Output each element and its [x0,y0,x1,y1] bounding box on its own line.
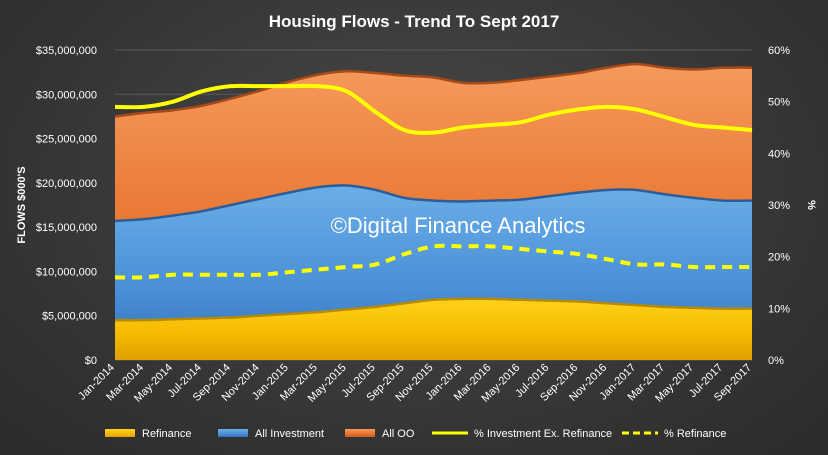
y-tick-label: $25,000,000 [36,134,97,146]
legend: Refinance All Investment All OO % Investmen… [105,428,726,440]
y2-tick-label: 30% [768,200,790,212]
y2-tick-label: 40% [768,148,790,160]
x-axis-ticks: Jan-2014Mar-2014May-2014Jul-2014Sep-2014… [76,362,754,405]
y2-tick-label: 20% [768,252,790,264]
y-axis-right-ticks: 0% 10% 20% 30% 40% 50% 60% [768,45,790,367]
legend-swatch [105,429,135,437]
y-axis-left-ticks: $0 $5,000,000 $10,000,000 $15,000,000 $20,00… [36,45,97,367]
y2-tick-label: 10% [768,303,790,315]
percent-lines [114,83,753,280]
area-edge [114,297,753,322]
legend-label: All OO [382,428,415,440]
stacked-areas [114,62,753,361]
area-refinance [115,298,752,360]
y-axis-label: FLOWS $000'S [16,166,28,243]
legend-label: % Investment Ex. Refinance [474,428,612,440]
legend-label: % Refinance [664,428,726,440]
legend-swatch [345,429,375,437]
y-tick-label: $30,000,000 [36,89,97,101]
y2-tick-label: 50% [768,97,790,109]
y-tick-label: $10,000,000 [36,266,97,278]
legend-swatch [218,429,248,437]
line-refinance [114,243,752,280]
line-investment-ex-refinance [114,83,753,135]
y2-axis-label: % [805,200,817,210]
legend-label: Refinance [142,428,192,440]
area-edge [114,62,753,118]
y-tick-label: $20,000,000 [36,178,97,190]
area-edge [114,184,753,223]
y2-tick-label: 60% [768,45,790,57]
y-tick-label: $5,000,000 [42,311,97,323]
chart-title: Housing Flows - Trend To Sept 2017 [269,12,560,31]
y-tick-label: $35,000,000 [36,45,97,57]
watermark-text: ©Digital Finance Analytics [331,213,586,238]
y-tick-label: $15,000,000 [36,222,97,234]
legend-label: All Investment [255,428,324,440]
y-tick-label: $0 [85,355,97,367]
y2-tick-label: 0% [768,355,784,367]
